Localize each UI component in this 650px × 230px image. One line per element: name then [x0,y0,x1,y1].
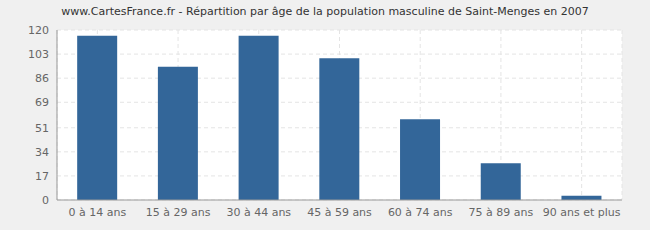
svg-text:45 à 59 ans: 45 à 59 ans [307,206,372,219]
svg-text:51: 51 [35,122,49,135]
html-text:www.CartesFrance.fr - Répartit: www.CartesFrance.fr - Répartition par âg… [61,5,589,18]
svg-text:60 à 74 ans: 60 à 74 ans [388,206,453,219]
svg-text:103: 103 [28,48,49,61]
svg-text:69: 69 [35,96,49,109]
svg-text:0: 0 [42,194,49,207]
svg-text:90 ans et plus: 90 ans et plus [543,206,621,219]
svg-text:75 à 89 ans: 75 à 89 ans [469,206,534,219]
svg-text:86: 86 [35,72,49,85]
svg-text:0 à 14 ans: 0 à 14 ans [69,206,127,219]
svg-text:34: 34 [35,146,49,159]
svg-text:120: 120 [28,24,49,37]
svg-text:30 à 44 ans: 30 à 44 ans [226,206,291,219]
svg-text:15 à 29 ans: 15 à 29 ans [146,206,211,219]
svg-text:17: 17 [35,170,49,183]
